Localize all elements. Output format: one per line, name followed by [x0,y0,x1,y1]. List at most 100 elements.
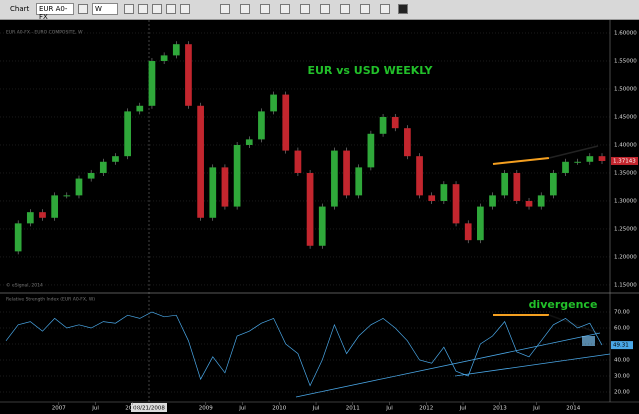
candle [440,184,448,201]
candle [160,55,168,61]
trendline [548,314,599,334]
candle [63,195,71,197]
candle [221,167,229,207]
y-tick-label: 1.55000 [614,58,637,64]
x-tick-label: Jul [385,406,393,412]
tool-icon[interactable] [340,4,350,14]
candle [209,167,217,218]
tool-icon[interactable] [320,4,330,14]
link-icon[interactable] [78,4,88,14]
y-tick-label: 1.30000 [614,198,637,204]
x-tick-label: 2012 [419,406,433,412]
candle [404,128,411,157]
candle [39,212,46,218]
candle [416,156,423,196]
candle [513,172,521,201]
annotation: divergence [529,298,598,311]
y-tick-label: 1.45000 [614,114,637,120]
candle [26,212,34,224]
candle [586,156,594,162]
x-tick-label: Jul [312,406,320,412]
candle [562,161,569,173]
tool-icon[interactable] [380,4,390,14]
candle [452,184,460,224]
tool-icon[interactable] [180,4,190,14]
candle [598,156,606,161]
tool-icon[interactable] [152,4,162,14]
y-tick-label: 1.35000 [614,170,637,176]
symbol-box[interactable]: EUR A0-FX [36,3,74,21]
tool-icon[interactable] [124,4,134,14]
x-tick-label: Jul [459,406,467,412]
highlight-box [582,336,595,346]
interval-box[interactable]: W [92,3,118,15]
candle [258,111,265,140]
candle [270,94,277,112]
candle [501,172,509,196]
last-value-box [611,341,633,350]
tool-icon[interactable] [260,4,270,14]
tool-icon[interactable] [300,4,310,14]
window-title: Chart [10,5,30,13]
candle [112,156,119,162]
candle [282,94,290,151]
tool-icon[interactable] [280,4,290,14]
candle [331,150,338,207]
candle [306,172,314,246]
candle [172,44,180,56]
chart-title: EUR vs USD WEEKLY [307,64,433,77]
crosshair-date-box [131,403,167,412]
x-tick-label: Jul [532,406,540,412]
y-tick-label: 70.00 [614,310,630,316]
candle [367,133,375,168]
chart-subtitle: EUR A0-FX - EURO COMPOSITE, W [6,30,83,36]
candle [148,60,156,106]
candle [124,111,131,157]
candle [318,206,326,246]
candle [537,195,545,207]
y-tick-label: 1.20000 [614,254,637,260]
y-tick-label: 1.60000 [614,30,637,36]
tool-icon[interactable] [220,4,230,14]
x-tick-label: 2014 [566,406,580,412]
candle [428,195,436,201]
y-tick-label: 20.00 [614,390,630,396]
candle [136,105,144,112]
y-tick-label: 1.15000 [614,282,637,288]
candle [549,172,557,196]
crosshair-date: 08/21/2008 [133,406,165,412]
candle [294,150,302,173]
candle [87,172,95,179]
indicator-title: Relative Strength Index (EUR A0-FX, W) [6,297,95,303]
candle [245,139,253,145]
candle [525,200,533,207]
candle [355,167,363,196]
candle [574,161,582,163]
last-price-label: 1.37143 [613,158,636,164]
y-tick-label: 40.00 [614,358,630,364]
trendline [295,332,601,398]
tool-icon[interactable] [360,4,370,14]
y-tick-label: 30.00 [614,374,630,380]
rsi-line [5,311,603,387]
candle [75,178,83,196]
candle [379,116,387,134]
last-price-box [611,156,638,165]
candle [233,144,241,207]
y-tick-label: 1.40000 [614,142,637,148]
tool-icon[interactable] [166,4,176,14]
candle [343,150,350,196]
candle [477,206,484,241]
tool-icon[interactable] [398,4,408,14]
tool-icon[interactable] [240,4,250,14]
candle [51,195,59,218]
trendline [454,353,611,377]
tool-icon[interactable] [138,4,148,14]
x-tick-label: Jul [91,406,99,412]
y-tick-label: 60.00 [614,326,630,332]
trendline [548,145,599,159]
candle [391,116,399,129]
candle [197,105,204,218]
candle [489,195,496,207]
